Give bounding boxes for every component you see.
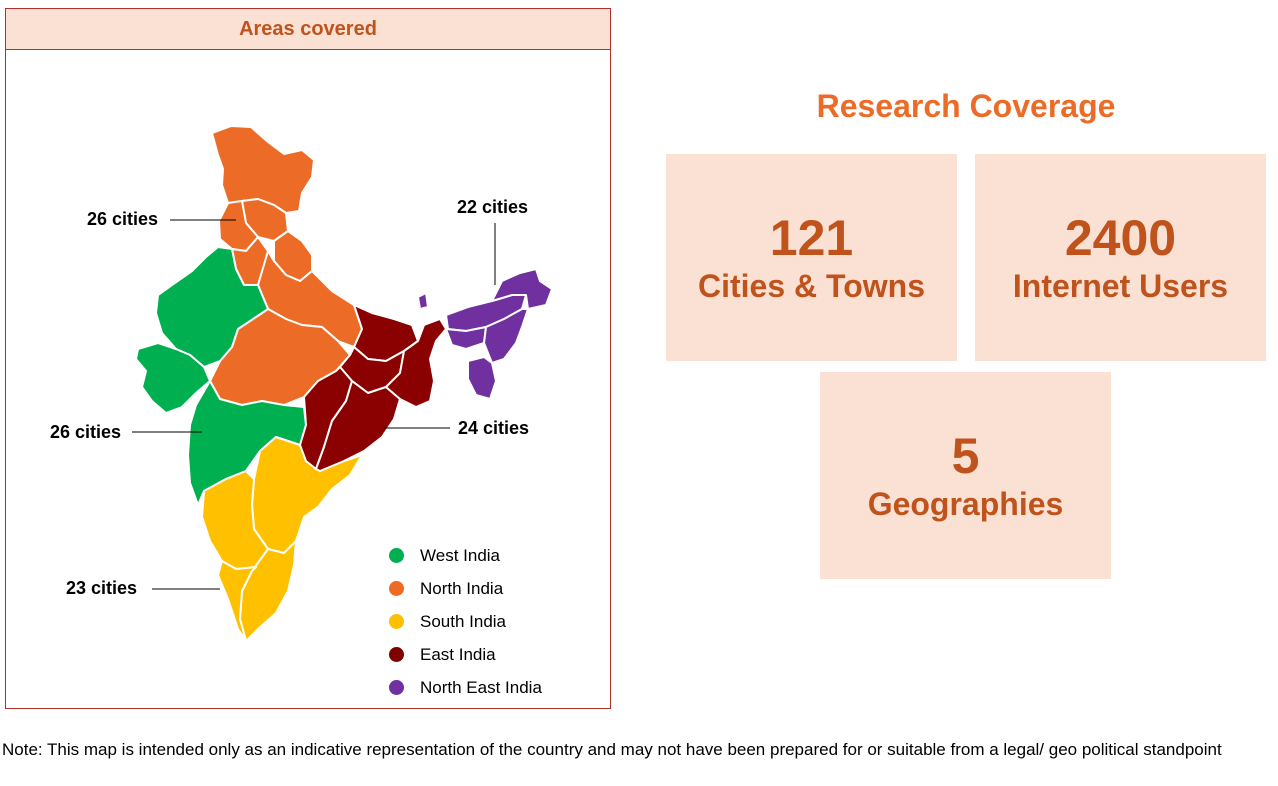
region-south-kerala (217, 560, 257, 642)
coverage-title: Research Coverage (816, 88, 1116, 124)
region-west-rajasthan (155, 246, 269, 368)
callout-south: 23 cities (66, 578, 138, 598)
legend-dot-north-east (389, 680, 404, 695)
stat-label-internet-users: Internet Users (1012, 267, 1229, 304)
region-north-jk (211, 125, 315, 214)
stat-value-internet-users: 2400 (1064, 209, 1177, 266)
stat-value-cities: 121 (769, 209, 854, 266)
legend-item-east: East India (389, 638, 542, 671)
region-east-india (299, 304, 447, 472)
legend-label-south: South India (420, 611, 507, 631)
stat-box-geographies: 5 Geographies (820, 372, 1111, 579)
region-east-odisha (315, 380, 401, 472)
legend-dot-east (389, 647, 404, 662)
region-west-gujarat (135, 342, 211, 414)
stat-box-cities: 121 Cities & Towns (666, 154, 957, 361)
legend-label-north: North India (420, 578, 504, 598)
region-north-east-india (417, 268, 553, 400)
region-east-westbengal (385, 318, 447, 408)
map-panel: Areas covered (5, 8, 611, 709)
legend-label-west: West India (420, 545, 501, 565)
disclaimer-note: Note: This map is intended only as an in… (2, 740, 1222, 759)
region-ne-nagaland-manipur (483, 308, 529, 364)
legend-label-east: East India (420, 644, 496, 664)
callout-north-east: 22 cities (457, 197, 529, 217)
callout-east: 24 cities (458, 418, 530, 438)
legend-item-north-east: North East India (389, 671, 542, 704)
region-north-india (209, 125, 363, 406)
region-ne-sikkim (417, 292, 429, 310)
callout-west: 26 cities (50, 422, 122, 442)
legend-item-south: South India (389, 605, 542, 638)
region-ne-meghalaya (445, 326, 487, 350)
india-map (132, 125, 553, 642)
legend-item-west: West India (389, 539, 542, 572)
region-ne-arunachal (491, 268, 553, 310)
legend-dot-west (389, 548, 404, 563)
callout-lines (132, 219, 496, 590)
stat-value-geographies: 5 (951, 427, 980, 484)
map-legend: West India North India South India East … (389, 539, 542, 704)
legend-item-north: North India (389, 572, 542, 605)
legend-label-north-east: North East India (420, 677, 542, 697)
stat-box-internet-users: 2400 Internet Users (975, 154, 1266, 361)
region-ne-tripura-mizoram (467, 356, 497, 400)
callout-north: 26 cities (87, 209, 159, 229)
legend-dot-south (389, 614, 404, 629)
legend-dot-north (389, 581, 404, 596)
stat-label-geographies: Geographies (867, 485, 1064, 522)
stat-label-cities: Cities & Towns (698, 267, 925, 304)
map-panel-title: Areas covered (6, 9, 610, 50)
